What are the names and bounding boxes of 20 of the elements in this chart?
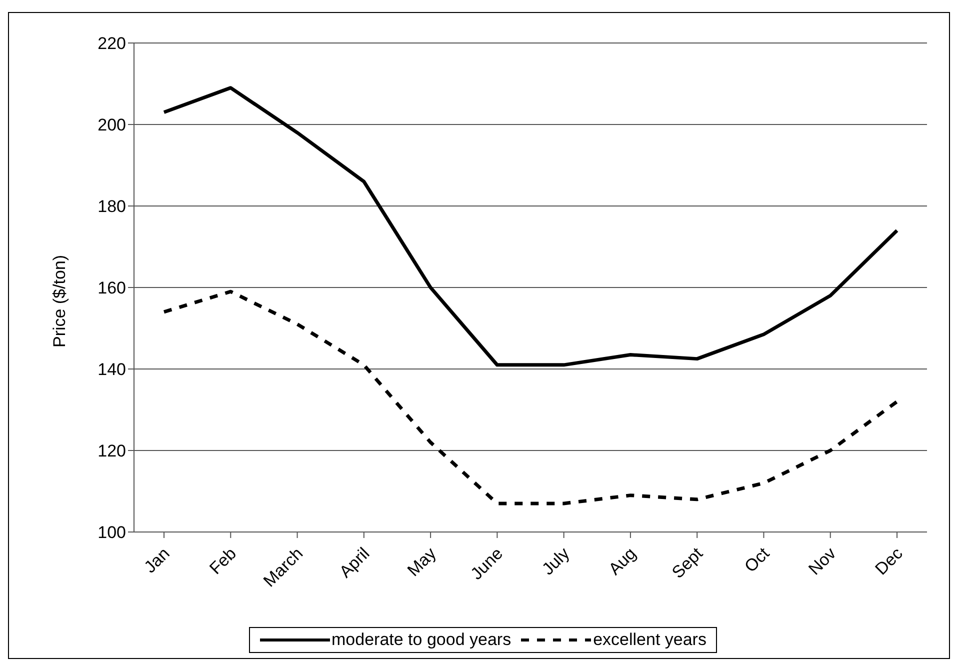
line-series [162,290,899,506]
y-tick-label: 160 [98,278,126,298]
x-tick-label: Aug [604,544,640,579]
x-tick-label: July [538,544,574,579]
y-tick-label: 200 [98,116,126,135]
legend-label: excellent years [592,630,706,650]
x-tick-label: Dec [872,544,907,579]
y-tick-label: 100 [98,523,126,542]
y-tick-label: 180 [98,197,126,216]
x-tick-label: Jan [140,544,174,577]
x-tick-label: Nov [804,544,840,579]
y-axis-title: Price ($/ton) [50,254,70,348]
y-tick-label: 140 [98,360,126,380]
x-tick-label: May [404,544,440,580]
x-tick-label: Oct [740,544,774,576]
legend-label: moderate to good years [330,630,512,650]
y-tick-label: 120 [98,442,126,461]
x-tick-label: Feb [206,544,240,578]
line-series [162,86,899,367]
y-tick-label: 220 [98,34,126,54]
